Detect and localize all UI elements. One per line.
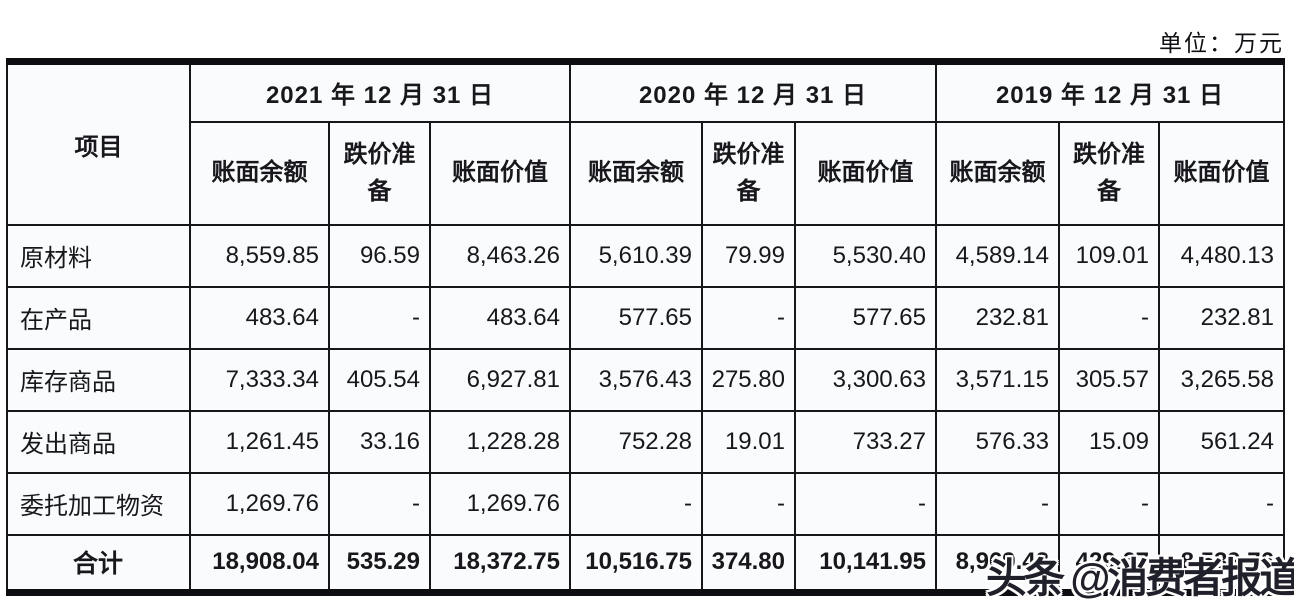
table-cell: - bbox=[701, 285, 796, 350]
table-cell: 8,969.43 bbox=[935, 533, 1060, 594]
measure-header: 账面余额 bbox=[189, 120, 330, 226]
table-cell: 19.01 bbox=[701, 409, 796, 474]
table-cell: - bbox=[935, 471, 1060, 536]
table-cell: 535.29 bbox=[328, 533, 431, 594]
table-cell: - bbox=[701, 471, 796, 536]
measure-header: 跌价准备 bbox=[701, 120, 796, 226]
table-cell: 4,589.14 bbox=[935, 223, 1060, 288]
table-cell: 3,571.15 bbox=[935, 347, 1060, 412]
row-label: 库存商品 bbox=[6, 347, 191, 412]
row-label: 委托加工物资 bbox=[6, 471, 191, 536]
period-header-2020: 2020 年 12 月 31 日 bbox=[569, 60, 937, 123]
table-cell: - bbox=[1058, 285, 1160, 350]
table-cell: 405.54 bbox=[328, 347, 431, 412]
period-header-2021: 2021 年 12 月 31 日 bbox=[189, 60, 571, 123]
measure-header: 账面价值 bbox=[1158, 120, 1285, 226]
table-cell: 10,141.95 bbox=[794, 533, 937, 594]
table-cell: - bbox=[328, 285, 431, 350]
table-cell: 3,265.58 bbox=[1158, 347, 1285, 412]
table-cell: 5,610.39 bbox=[569, 223, 703, 288]
table-cell: 483.64 bbox=[189, 285, 330, 350]
table-cell: 483.64 bbox=[429, 285, 571, 350]
table-cell: 5,530.40 bbox=[794, 223, 937, 288]
measure-header: 账面余额 bbox=[569, 120, 703, 226]
unit-label: 单位：万元 bbox=[1159, 30, 1284, 56]
measure-header: 账面价值 bbox=[429, 120, 571, 226]
table-cell: 1,228.28 bbox=[429, 409, 571, 474]
table-cell: - bbox=[1158, 471, 1285, 536]
table-cell: 752.28 bbox=[569, 409, 703, 474]
table-cell: 18,372.75 bbox=[429, 533, 571, 594]
table-cell: 275.80 bbox=[701, 347, 796, 412]
table-row: 库存商品 7,333.34 405.54 6,927.81 3,576.43 2… bbox=[6, 347, 1285, 412]
table-row: 原材料 8,559.85 96.59 8,463.26 5,610.39 79.… bbox=[6, 223, 1285, 288]
table-cell: - bbox=[1058, 471, 1160, 536]
table-cell: 232.81 bbox=[935, 285, 1060, 350]
table-cell: 3,576.43 bbox=[569, 347, 703, 412]
table-cell: 561.24 bbox=[1158, 409, 1285, 474]
table-cell: 1,269.76 bbox=[429, 471, 571, 536]
table-cell: 33.16 bbox=[328, 409, 431, 474]
table-cell: 576.33 bbox=[935, 409, 1060, 474]
table-cell: 8,463.26 bbox=[429, 223, 571, 288]
period-header-2019: 2019 年 12 月 31 日 bbox=[935, 60, 1285, 123]
table-row: 委托加工物资 1,269.76 - 1,269.76 - - - - - - bbox=[6, 471, 1285, 536]
table-cell: 3,300.63 bbox=[794, 347, 937, 412]
inventory-table: 项目 2021 年 12 月 31 日 2020 年 12 月 31 日 201… bbox=[6, 58, 1285, 596]
table-row: 发出商品 1,261.45 33.16 1,228.28 752.28 19.0… bbox=[6, 409, 1285, 474]
table-cell: 10,516.75 bbox=[569, 533, 703, 594]
table-cell: 79.99 bbox=[701, 223, 796, 288]
table-cell: 8,539.76 bbox=[1158, 533, 1285, 594]
total-row: 合计 18,908.04 535.29 18,372.75 10,516.75 … bbox=[6, 533, 1285, 594]
table-cell: 96.59 bbox=[328, 223, 431, 288]
table-cell: 429.67 bbox=[1058, 533, 1160, 594]
table-cell: 733.27 bbox=[794, 409, 937, 474]
table-cell: 374.80 bbox=[701, 533, 796, 594]
table-cell: 6,927.81 bbox=[429, 347, 571, 412]
row-label: 原材料 bbox=[6, 223, 191, 288]
table-cell: - bbox=[569, 471, 703, 536]
table-cell: 15.09 bbox=[1058, 409, 1160, 474]
measure-header: 跌价准备 bbox=[328, 120, 431, 226]
table-cell: - bbox=[794, 471, 937, 536]
table-cell: 232.81 bbox=[1158, 285, 1285, 350]
measure-header: 跌价准备 bbox=[1058, 120, 1160, 226]
row-label: 合计 bbox=[6, 533, 191, 594]
measure-header: 账面价值 bbox=[794, 120, 937, 226]
item-column-header: 项目 bbox=[6, 60, 191, 226]
table-cell: 4,480.13 bbox=[1158, 223, 1285, 288]
table-cell: 305.57 bbox=[1058, 347, 1160, 412]
table-cell: 18,908.04 bbox=[189, 533, 330, 594]
table-cell: 577.65 bbox=[569, 285, 703, 350]
table-cell: 109.01 bbox=[1058, 223, 1160, 288]
row-label: 在产品 bbox=[6, 285, 191, 350]
table-cell: 577.65 bbox=[794, 285, 937, 350]
header-row-periods: 项目 2021 年 12 月 31 日 2020 年 12 月 31 日 201… bbox=[6, 60, 1285, 226]
table-cell: 1,261.45 bbox=[189, 409, 330, 474]
toutiao-watermark: 头条 @消费者报道 bbox=[986, 555, 1294, 601]
table-cell: - bbox=[328, 471, 431, 536]
table-cell: 7,333.34 bbox=[189, 347, 330, 412]
measure-header: 账面余额 bbox=[935, 120, 1060, 226]
table-cell: 8,559.85 bbox=[189, 223, 330, 288]
table-row: 在产品 483.64 - 483.64 577.65 - 577.65 232.… bbox=[6, 285, 1285, 350]
row-label: 发出商品 bbox=[6, 409, 191, 474]
table-cell: 1,269.76 bbox=[189, 471, 330, 536]
header-row-measures: 账面余额 跌价准备 账面价值 账面余额 跌价准备 账面价值 账面余额 跌价准备 … bbox=[7, 120, 1285, 226]
